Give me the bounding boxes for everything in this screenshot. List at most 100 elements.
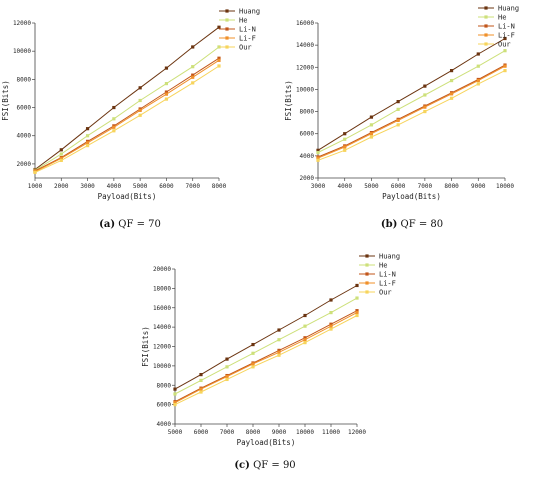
data-point-li-f: [138, 108, 142, 112]
data-point-li-f: [316, 156, 320, 160]
y-tick-label: 8000: [300, 109, 315, 116]
chart-3: 4000 6000 8000 10000 12000 14000 16000 18000 200…: [141, 253, 400, 472]
series-line-huang: [317, 38, 506, 151]
x-tick-label: 6000: [391, 183, 406, 190]
data-point-li-f: [329, 324, 333, 328]
data-point-li-n: [191, 73, 195, 77]
legend-marker-huang: [225, 9, 229, 13]
data-point-he: [164, 81, 169, 86]
series-line-li-f: [174, 312, 358, 404]
data-point-he: [251, 351, 255, 355]
y-tick-label: 12000: [153, 344, 171, 351]
legend-label-li-f: Li-F: [239, 35, 256, 43]
y-tick-label: 14000: [296, 42, 314, 49]
series-line-he: [34, 46, 220, 171]
data-point-li-n: [164, 90, 169, 94]
data-point-huang: [164, 66, 169, 70]
data-point-he: [112, 117, 116, 121]
data-point-he: [59, 152, 63, 156]
data-point-li-f: [355, 310, 359, 315]
y-tick-label: 8000: [157, 382, 172, 389]
data-point-li-n: [217, 56, 221, 60]
data-point-huang: [85, 127, 90, 131]
chart-2: 2000 4000 6000 8000 10000 12000 14000 16000 3000…: [284, 5, 519, 231]
data-point-li-f: [85, 141, 90, 145]
data-point-li-f: [191, 75, 195, 79]
y-tick-label: 4000: [17, 133, 32, 140]
data-point-he: [396, 107, 400, 111]
x-axis-label: Payload(Bits): [237, 438, 296, 447]
y-axis-label: FSI(Bits): [1, 80, 10, 121]
x-axis-label: Payload(Bits): [382, 192, 441, 201]
data-point-li-n: [355, 309, 359, 313]
y-axis-label: FSI(Bits): [284, 80, 293, 121]
data-point-our: [316, 158, 320, 162]
data-point-our: [329, 327, 333, 331]
data-point-our: [138, 113, 142, 117]
data-point-our: [343, 148, 347, 152]
legend-label-li-f: Li-F: [498, 32, 515, 40]
y-tick-label: 2000: [17, 161, 32, 168]
data-point-huang: [303, 313, 307, 318]
legend-label-our: Our: [239, 44, 252, 52]
series-line-li-n: [174, 310, 358, 403]
legend-marker-li-f: [225, 36, 229, 40]
data-point-our: [396, 123, 400, 127]
data-point-huang: [369, 115, 374, 119]
x-tick-label: 7000: [418, 183, 433, 190]
data-point-huang: [199, 372, 203, 377]
data-point-huang: [251, 342, 255, 347]
data-point-huang: [112, 105, 116, 110]
series-line-huang: [34, 26, 220, 170]
data-point-our: [423, 109, 427, 114]
data-point-li-f: [476, 78, 480, 83]
data-point-huang: [476, 52, 480, 56]
data-point-our: [503, 69, 507, 73]
y-tick-label: 4000: [157, 421, 172, 428]
legend-marker-li-n: [365, 272, 369, 276]
x-axis-label: Payload(Bits): [98, 192, 157, 201]
data-point-our: [251, 365, 255, 369]
x-tick-label: 1000: [28, 183, 43, 190]
data-point-he: [316, 150, 320, 155]
data-point-huang: [423, 84, 427, 88]
data-point-our: [85, 143, 90, 148]
data-point-huang: [503, 36, 507, 41]
x-tick-label: 10000: [496, 183, 514, 190]
data-point-huang: [449, 69, 454, 73]
data-point-our: [225, 377, 229, 382]
y-tick-label: 10000: [296, 86, 314, 93]
y-tick-label: 8000: [17, 76, 32, 83]
data-point-our: [191, 81, 195, 85]
x-tick-label: 6000: [159, 183, 174, 190]
legend-marker-li-f: [484, 33, 488, 37]
data-point-our: [449, 96, 454, 100]
legend-marker-li-f: [365, 281, 369, 285]
data-point-huang: [277, 328, 281, 332]
legend-label-huang: Huang: [379, 253, 400, 261]
y-tick-label: 14000: [153, 324, 171, 331]
y-tick-label: 6000: [17, 105, 32, 112]
data-point-li-f: [449, 92, 454, 96]
x-tick-label: 2000: [54, 183, 69, 190]
series-line-li-n: [317, 64, 506, 158]
data-point-li-f: [59, 156, 63, 160]
series-line-li-f: [317, 65, 506, 159]
x-tick-label: 11000: [322, 429, 340, 436]
caption-label: (a): [99, 219, 115, 230]
data-point-he: [476, 64, 480, 68]
data-point-huang: [355, 283, 359, 288]
data-point-huang: [59, 148, 63, 152]
data-point-li-f: [173, 401, 177, 405]
legend-label-our: Our: [498, 41, 511, 49]
x-tick-label: 5000: [168, 429, 183, 436]
legend-label-he: He: [239, 17, 247, 25]
caption-label: (c): [234, 460, 250, 471]
data-point-our: [164, 97, 169, 101]
series-line-he: [174, 297, 358, 395]
legend-label-he: He: [498, 14, 506, 22]
chart-1: 2000 4000 6000 8000 10000 12000 1000 2000 3000 40…: [1, 8, 260, 231]
